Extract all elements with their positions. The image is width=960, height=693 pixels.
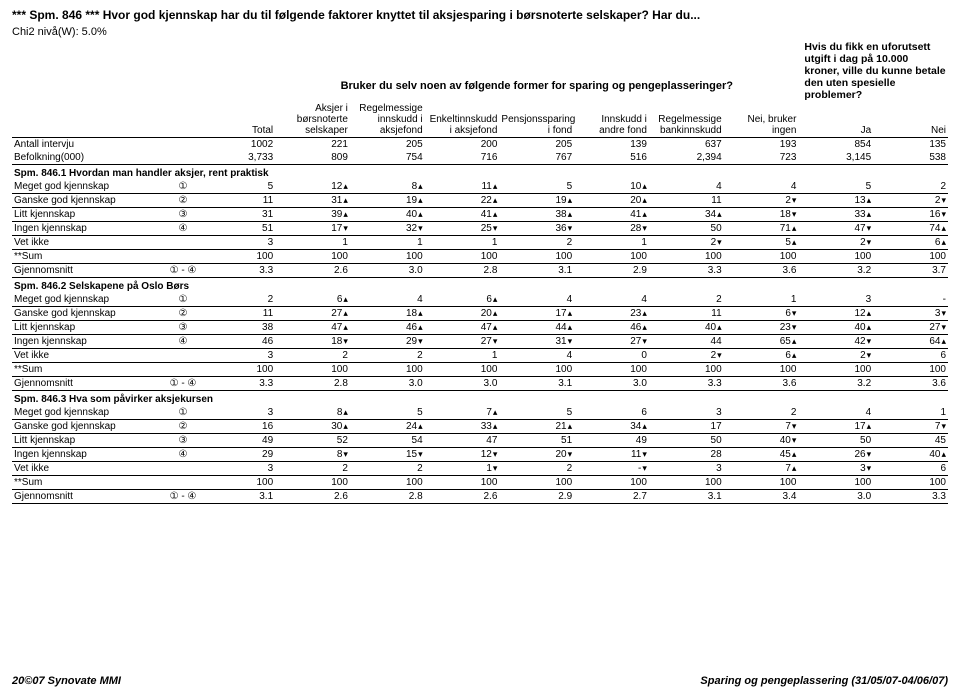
table-row: Ingen kjennskap④5117▾32▾25▾36▾28▾5071▴47… [12, 222, 948, 236]
table-row: Antall intervju1002221205200205139637193… [12, 138, 948, 152]
table-row: Ganske god kjennskap②1630▴24▴33▴21▴34▴17… [12, 420, 948, 434]
header-right: Hvis du fikk en uforutsett utgift i dag … [798, 40, 948, 102]
col-2: Regelmessige innskudd i aksjefond [350, 102, 425, 138]
page-title: *** Spm. 846 *** Hvor god kjennskap har … [12, 8, 948, 22]
table-row: Vet ikke3111212▾5▴2▾6▴ [12, 236, 948, 250]
table-row: Gjennomsnitt① - ④3.32.63.02.83.12.93.33.… [12, 264, 948, 278]
footer-right: Sparing og pengeplassering (31/05/07-04/… [700, 675, 948, 687]
col-9: Nei [873, 102, 948, 138]
col-total: Total [200, 102, 275, 138]
col-8: Ja [798, 102, 873, 138]
table-row: Meget god kjennskap①512▴8▴11▴510▴4452 [12, 180, 948, 194]
table-row: Ingen kjennskap④4618▾29▾27▾31▾27▾4465▴42… [12, 335, 948, 349]
header-span: Bruker du selv noen av følgende former f… [275, 40, 798, 102]
col-3: Enkeltinnskudd i aksjefond [425, 102, 500, 138]
table-row: **Sum100100100100100100100100100100 [12, 476, 948, 490]
table-row: **Sum100100100100100100100100100100 [12, 363, 948, 377]
section-header: Spm. 846.2 Selskapene på Oslo Børs [12, 278, 948, 294]
table-row: Ingen kjennskap④298▾15▾12▾20▾11▾2845▴26▾… [12, 448, 948, 462]
table-row: Vet ikke3221402▾6▴2▾6 [12, 349, 948, 363]
col-6: Regelmessige bankinnskudd [649, 102, 724, 138]
table-row: Befolkning(000)3,7338097547167675162,394… [12, 151, 948, 165]
table-row: Ganske god kjennskap②1131▴19▴22▴19▴20▴11… [12, 194, 948, 208]
column-headers: Total Aksjer i børsnoterte selskaper Reg… [12, 102, 948, 138]
section-header: Spm. 846.1 Hvordan man handler aksjer, r… [12, 165, 948, 181]
page-footer: 20©07 Synovate MMI Sparing og pengeplass… [12, 675, 948, 687]
table-row: Vet ikke3221▾2-▾37▴3▾6 [12, 462, 948, 476]
table-row: Meget god kjennskap①38▴57▴563241 [12, 406, 948, 420]
table-row: Litt kjennskap③3847▴46▴47▴44▴46▴40▴23▾40… [12, 321, 948, 335]
footer-left: 20©07 Synovate MMI [12, 675, 121, 687]
data-table: Bruker du selv noen av følgende former f… [12, 40, 948, 504]
table-row: Gjennomsnitt① - ④3.32.83.03.03.13.03.33.… [12, 377, 948, 391]
table-row: **Sum100100100100100100100100100100 [12, 250, 948, 264]
chi2-label: Chi2 nivå(W): 5.0% [12, 26, 948, 38]
table-row: Gjennomsnitt① - ④3.12.62.82.62.92.73.13.… [12, 490, 948, 504]
table-row: Ganske god kjennskap②1127▴18▴20▴17▴23▴11… [12, 307, 948, 321]
col-4: Pensjonssparing i fond [499, 102, 574, 138]
col-1: Aksjer i børsnoterte selskaper [275, 102, 350, 138]
col-7: Nei, bruker ingen [724, 102, 799, 138]
table-row: Litt kjennskap③3139▴40▴41▴38▴41▴34▴18▾33… [12, 208, 948, 222]
table-row: Meget god kjennskap①26▴46▴44213- [12, 293, 948, 307]
table-row: Litt kjennskap③4952544751495040▾5045 [12, 434, 948, 448]
col-5: Innskudd i andre fond [574, 102, 649, 138]
section-header: Spm. 846.3 Hva som påvirker aksjekursen [12, 391, 948, 407]
